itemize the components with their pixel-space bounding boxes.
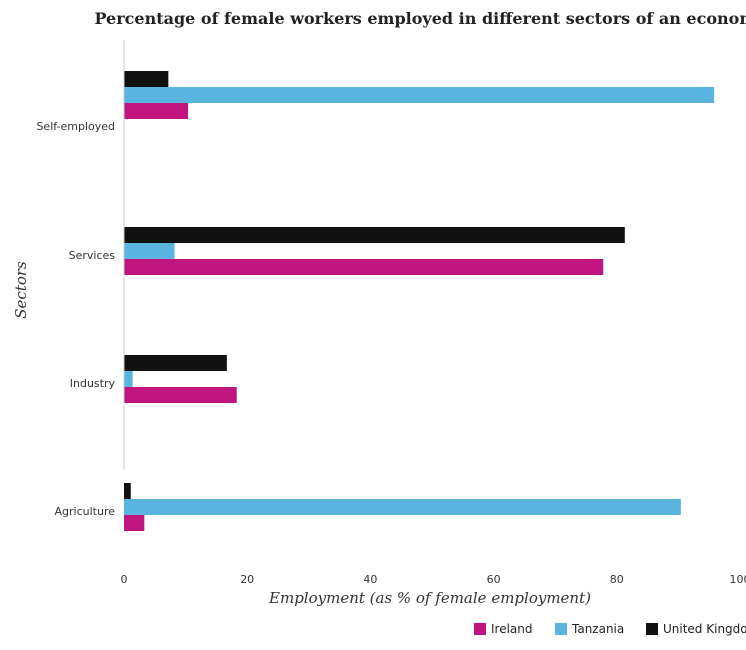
bar-tanzania-agriculture [124,499,681,515]
x-tick-label: 100 [730,573,746,586]
bar-tanzania-services [124,243,175,259]
bar-ireland-industry [124,387,237,403]
bar-ireland-self-employed [124,103,189,119]
x-tick-label: 0 [121,573,128,586]
legend-label: Ireland [491,622,533,636]
bar-ireland-agriculture [124,515,145,531]
bar-tanzania-industry [124,371,133,387]
chart-title: Percentage of female workers employed in… [94,9,746,28]
y-ticks: Agriculture Industry Services Self-employed [36,120,115,518]
y-tick-label: Agriculture [55,505,116,518]
bar-united-kingdom-industry [124,355,227,371]
x-tick-label: 40 [363,573,377,586]
x-tick-label: 60 [487,573,501,586]
y-tick-label: Self-employed [36,120,115,133]
y-tick-label: Services [69,249,116,262]
bar-tanzania-self-employed [124,87,715,103]
bar-united-kingdom-agriculture [124,483,131,499]
plot-area [124,71,715,531]
legend-label: Tanzania [571,622,624,636]
y-tick-label: Industry [70,377,116,390]
x-tick-label: 20 [240,573,254,586]
legend-swatch [474,623,486,635]
legend-label: United Kingdom [663,622,746,636]
legend: Ireland Tanzania United Kingdom [474,622,746,636]
legend-swatch [555,623,567,635]
bar-ireland-services [124,259,604,275]
legend-swatch [646,623,658,635]
y-axis-label: Sectors [12,261,30,319]
bar-united-kingdom-self-employed [124,71,169,87]
x-axis-label: Employment (as % of female employment) [268,589,591,607]
bar-united-kingdom-services [124,227,625,243]
x-tick-label: 80 [610,573,624,586]
x-ticks: 0 20 40 60 80 100 [121,573,746,586]
